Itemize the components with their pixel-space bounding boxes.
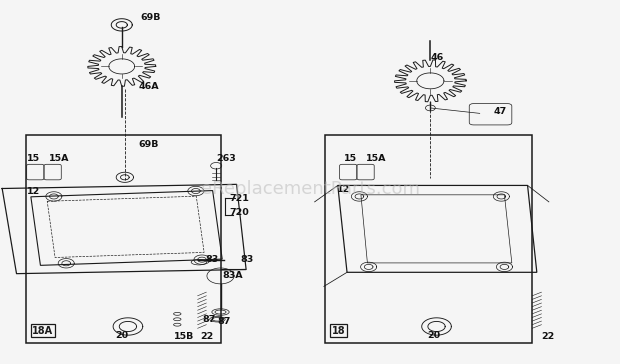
Text: 15B: 15B [174,332,195,341]
Text: 69B: 69B [138,139,159,149]
Text: 18A: 18A [32,326,53,336]
Text: 83A: 83A [223,272,243,280]
Text: 20: 20 [115,331,129,340]
Text: 15: 15 [27,154,40,163]
Text: 20: 20 [427,331,440,340]
Text: 18: 18 [332,326,345,336]
Text: 87: 87 [202,316,215,324]
Text: 12: 12 [337,185,350,194]
Text: 69B: 69B [140,13,161,22]
Text: 22: 22 [200,332,213,341]
Text: 15A: 15A [49,154,69,163]
Text: 720: 720 [230,208,249,217]
Text: 83: 83 [205,255,218,264]
Text: 22: 22 [541,332,555,341]
Text: 15A: 15A [366,154,386,163]
Text: 83: 83 [241,255,254,264]
Text: eReplacementParts.com: eReplacementParts.com [200,180,420,198]
Text: 263: 263 [216,154,236,163]
Text: 12: 12 [27,186,40,195]
Text: 47: 47 [494,107,507,116]
Text: 87: 87 [218,317,231,325]
Text: 46A: 46A [138,82,159,91]
Text: 46: 46 [430,53,443,62]
Text: 15: 15 [344,154,357,163]
Text: 721: 721 [230,194,250,203]
